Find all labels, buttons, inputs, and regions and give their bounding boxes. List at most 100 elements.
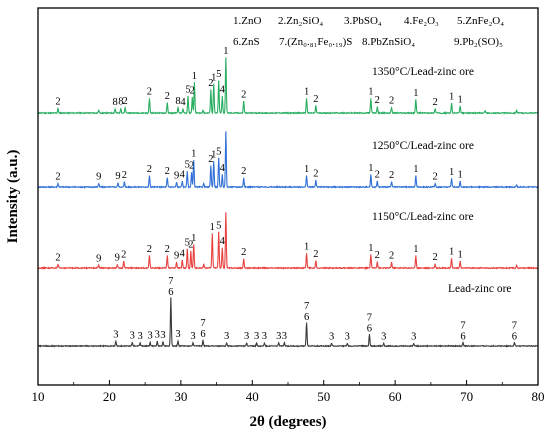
peak-point: [450, 178, 453, 180]
peak-label: 2: [375, 250, 380, 261]
peak-label: 2: [313, 168, 318, 179]
peak-label: 1: [449, 247, 454, 258]
peak-point: [263, 342, 266, 344]
y-axis-title: Intensity (a.u.): [5, 150, 21, 244]
peak-point: [177, 107, 179, 109]
peak-point: [370, 98, 372, 100]
peak-label: 3: [155, 330, 160, 341]
peak-point: [225, 212, 227, 214]
peak-label: 3: [345, 332, 350, 343]
peak-label: 4: [220, 85, 226, 96]
peak-point: [210, 89, 212, 91]
peak-label: 3: [244, 331, 249, 342]
peak-point: [315, 105, 317, 107]
peak-label: 2: [375, 95, 380, 106]
peak-label: 1: [413, 88, 418, 99]
peak-point: [370, 254, 372, 256]
peak-label: 1: [368, 243, 373, 254]
peak-label: 1: [458, 94, 463, 105]
peak-point: [148, 255, 151, 257]
series-name-label: 1250°C/Lead-zinc ore: [372, 140, 474, 152]
peak-point: [484, 110, 486, 112]
peak-label: 8: [118, 97, 123, 108]
peak-point: [221, 174, 223, 176]
peak-label: 2: [147, 87, 152, 98]
peak-label: 1: [192, 71, 197, 82]
peak-point: [434, 263, 436, 265]
peak-point: [221, 95, 223, 98]
peak-point: [181, 180, 183, 183]
peak-point: [459, 180, 461, 183]
peak-point: [434, 108, 436, 110]
peak-label: 5: [185, 85, 190, 96]
peak-point: [370, 174, 372, 176]
peak-point: [255, 342, 258, 344]
peak-label: 9: [174, 171, 179, 182]
peak-label: 3: [329, 332, 334, 343]
peak-label: 2: [208, 154, 213, 165]
peak-point: [115, 341, 117, 343]
peak-point: [213, 161, 215, 163]
peak-point: [170, 297, 172, 299]
peak-point: [123, 181, 126, 183]
peak-point: [415, 255, 417, 257]
phase-legend-item: 8.PbZnSiO₄: [362, 36, 415, 48]
peak-label: 3: [254, 331, 259, 342]
peak-label: 2: [389, 251, 394, 262]
peak-point: [515, 265, 518, 267]
peak-label: 8: [113, 97, 118, 108]
peak-point: [166, 102, 168, 104]
peak-label: 1: [191, 149, 196, 160]
peak-label: 4: [180, 248, 186, 259]
peak-label: 2: [375, 170, 380, 181]
peak-label: 1: [304, 242, 309, 253]
peak-point: [182, 108, 184, 110]
peak-point: [166, 177, 168, 179]
peak-point: [415, 99, 417, 101]
peak-point: [415, 175, 417, 177]
peak-point: [210, 165, 212, 167]
peak-point: [203, 183, 205, 185]
peak-label: 2: [241, 166, 246, 177]
peak-point: [225, 342, 228, 344]
peak-label: 3: [148, 331, 153, 342]
peak-label: 9: [115, 253, 120, 264]
peak-point: [376, 180, 378, 183]
peak-point: [191, 97, 193, 99]
peak-label: 1: [449, 167, 454, 178]
peak-point: [462, 342, 464, 344]
peak-label: 1: [368, 163, 373, 174]
peak-point: [139, 342, 141, 344]
peak-point: [225, 57, 227, 59]
peak-label: 9: [174, 251, 179, 262]
peak-point: [459, 105, 461, 107]
peak-label: 3: [175, 329, 180, 340]
peak-label: 1: [191, 233, 196, 244]
peak-point: [57, 108, 59, 110]
peak-point: [116, 264, 118, 266]
series-line: [37, 212, 539, 270]
peak-point: [162, 341, 164, 343]
peak-point: [186, 171, 188, 173]
peak-label: 3: [381, 332, 386, 343]
peak-point: [218, 231, 220, 233]
peak-label: 9: [115, 171, 120, 182]
peak-label: 2: [433, 97, 438, 108]
peak-label: 1: [458, 249, 463, 260]
peak-label: 4: [180, 170, 186, 181]
peak-point: [368, 333, 371, 336]
peak-label: 3: [130, 331, 135, 342]
peak-point: [148, 175, 151, 177]
peak-label: 4: [220, 236, 226, 247]
peak-point: [148, 98, 151, 100]
peak-label: 2: [188, 240, 193, 251]
peak-point: [98, 109, 100, 111]
peak-point: [221, 247, 223, 249]
peak-label: 2: [123, 96, 128, 107]
peak-label: 1: [211, 150, 216, 161]
